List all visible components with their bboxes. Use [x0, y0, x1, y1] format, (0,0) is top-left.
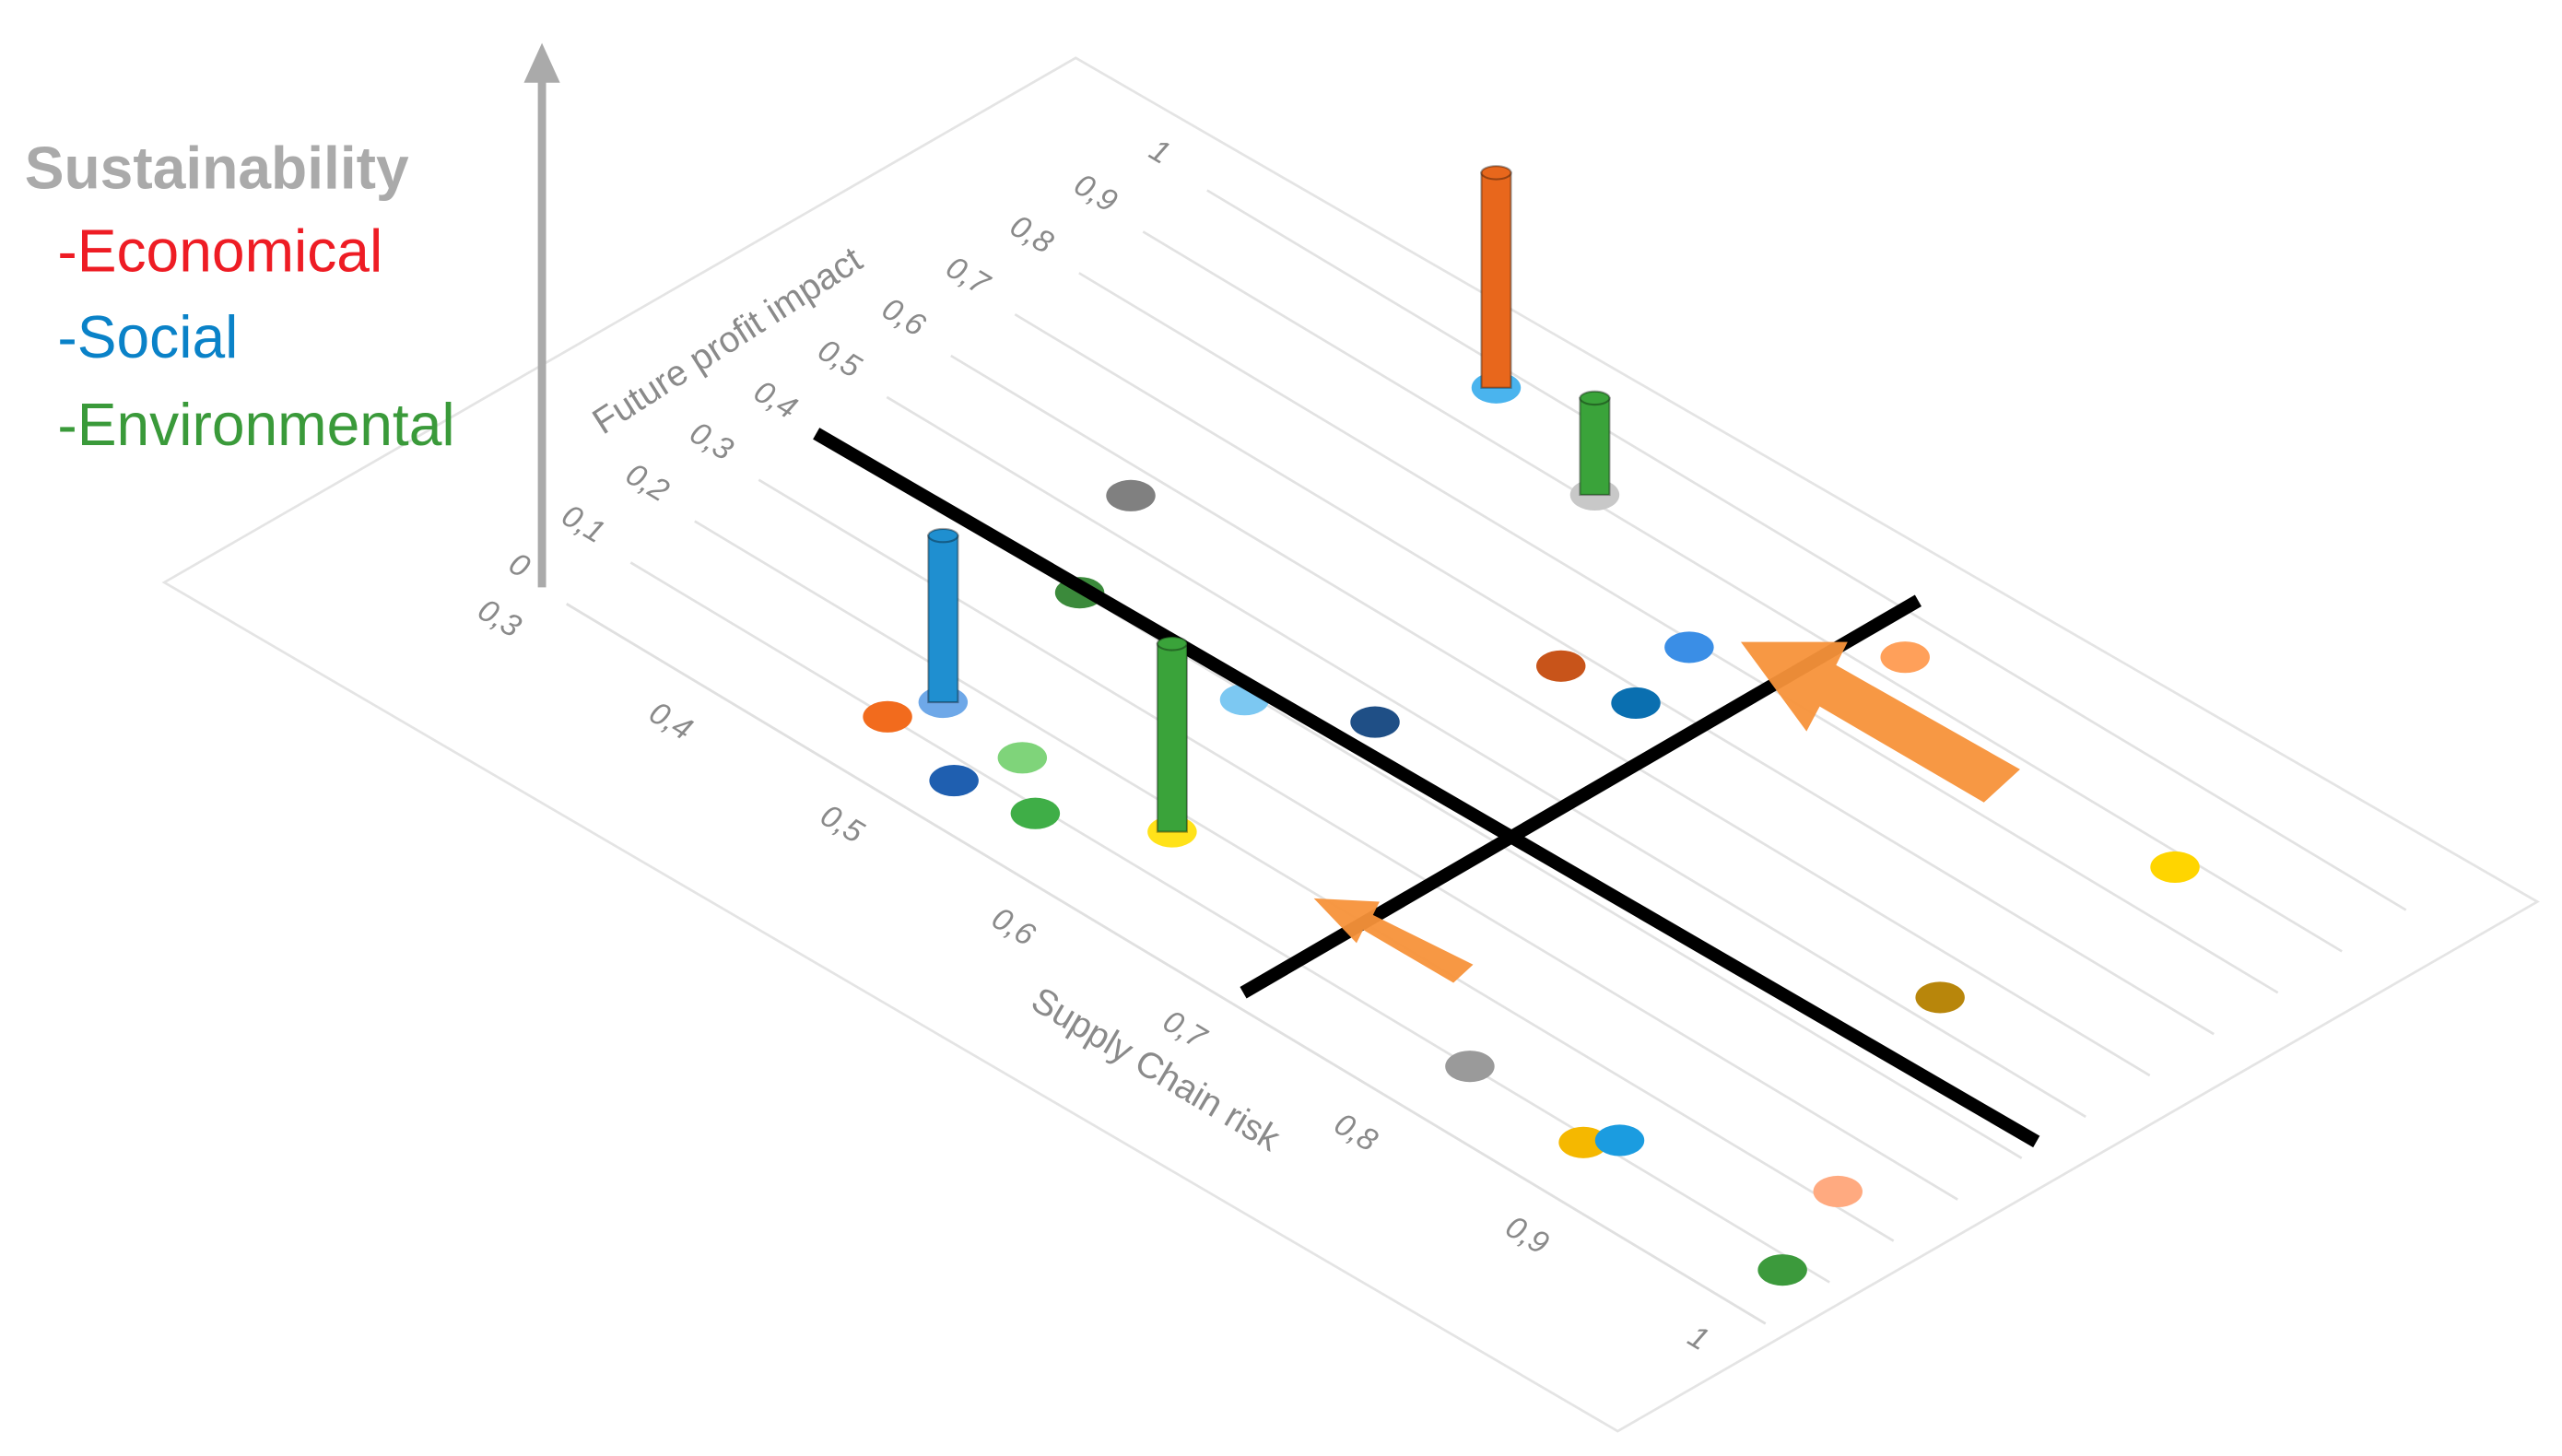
- point: [1010, 797, 1061, 829]
- bars: [927, 165, 1611, 833]
- grid-line: [1206, 189, 2407, 911]
- point: [1757, 1254, 1807, 1286]
- x-tick-label: 0,5: [815, 798, 870, 851]
- point: [929, 765, 979, 797]
- x-tick-label: 1: [1682, 1319, 1715, 1357]
- x-axis-line: [566, 603, 1767, 1325]
- grid-line: [694, 520, 1895, 1242]
- y-tick-label: 0: [503, 546, 536, 585]
- legend-item: -Economical: [57, 217, 382, 284]
- bar-cap: [927, 527, 959, 544]
- bar: [1156, 642, 1189, 833]
- grid-line: [629, 561, 1830, 1284]
- grid-line: [758, 478, 1958, 1201]
- grid-line: [1142, 230, 2343, 953]
- point: [1536, 650, 1586, 682]
- y-tick-label: 0,1: [556, 498, 611, 550]
- point: [1594, 1124, 1645, 1157]
- legend-item: -Social: [57, 304, 238, 370]
- x-axis-title: Supply Chain risk: [1025, 980, 1287, 1159]
- point: [1880, 641, 1930, 674]
- annotation-arrow: [1740, 641, 2020, 803]
- y-tick-label: 1: [1144, 132, 1177, 170]
- x-tick-label: 0,9: [1499, 1209, 1555, 1262]
- quadrant-line: [813, 428, 2040, 1148]
- point: [997, 742, 1048, 774]
- legend-item: -Environmental: [57, 392, 454, 458]
- bar-cap: [1579, 390, 1611, 406]
- point: [863, 700, 912, 733]
- point: [1106, 479, 1156, 511]
- point: [1813, 1175, 1863, 1208]
- annotation-arrow: [1313, 898, 1474, 983]
- y-tick-label: 0,7: [940, 250, 996, 303]
- floor-plane: [161, 56, 2540, 1433]
- bar-cap: [1156, 636, 1189, 652]
- x-tick-label: 0,8: [1328, 1106, 1383, 1158]
- y-tick-label: 0,5: [812, 333, 867, 385]
- y-tick-label: 0,9: [1068, 167, 1123, 219]
- point: [1558, 1126, 1608, 1158]
- bar: [927, 534, 959, 704]
- point: [1664, 631, 1714, 663]
- points: [863, 371, 2200, 1286]
- point: [1611, 687, 1661, 719]
- x-tick-label: 0,7: [1157, 1004, 1213, 1057]
- grid-line: [950, 354, 2151, 1077]
- grid-line: [1078, 272, 2279, 994]
- bar: [1579, 396, 1611, 497]
- x-tick-label: 0,4: [643, 695, 699, 747]
- point: [2150, 851, 2200, 884]
- x-tick-label: 0,3: [472, 592, 527, 644]
- bar-cap: [1480, 165, 1512, 181]
- y-tick-label: 0,4: [747, 373, 803, 426]
- bar: [1480, 171, 1512, 389]
- grid-line: [1014, 312, 2215, 1036]
- z-axis-arrowhead: [523, 42, 560, 83]
- y-tick-label: 0,8: [1004, 208, 1059, 261]
- point: [1445, 1051, 1495, 1083]
- point: [1915, 981, 1965, 1014]
- y-tick-label: 0,3: [684, 415, 739, 467]
- grid-line: [886, 395, 2086, 1119]
- legend-title: Sustainability: [25, 135, 409, 201]
- y-tick-label: 0,6: [876, 291, 931, 344]
- y-tick-label: 0,2: [619, 456, 675, 509]
- ticks: 00,10,20,30,40,50,60,70,80,910,30,40,50,…: [472, 132, 1715, 1357]
- point: [1350, 706, 1400, 738]
- x-tick-label: 0,6: [986, 900, 1041, 953]
